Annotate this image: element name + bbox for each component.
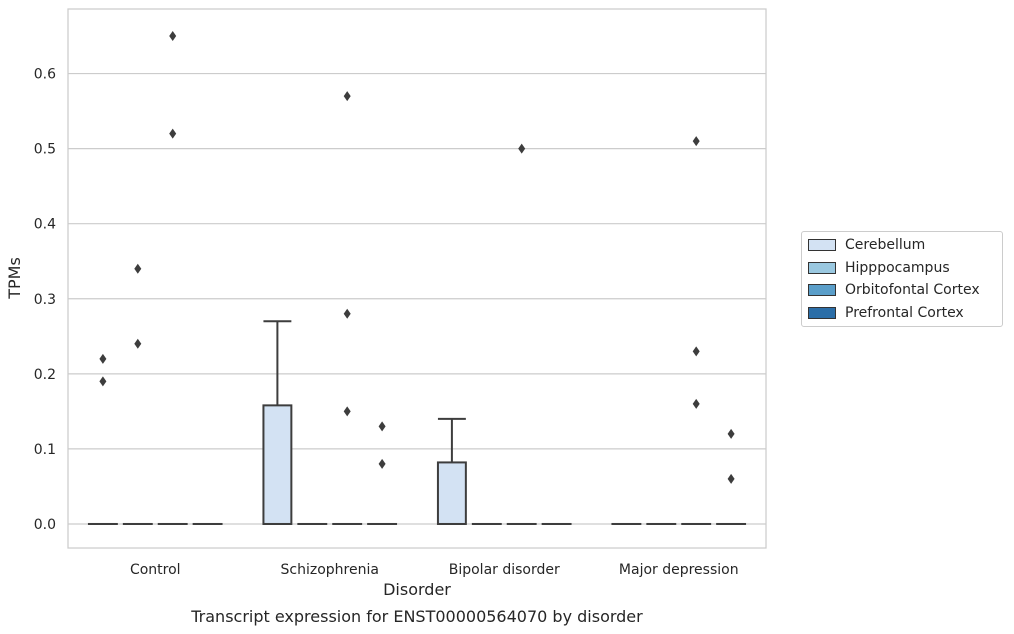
outlier-point [99, 353, 107, 364]
legend: Cerebellum Hipppocampus Orbitofontal Cor… [801, 231, 1003, 327]
legend-swatch [808, 239, 836, 251]
outlier-point [343, 91, 351, 102]
box-body [436, 461, 467, 525]
outlier-point [99, 376, 107, 387]
y-tick-label: 0.2 [34, 367, 56, 383]
box-layer [87, 320, 747, 525]
y-tick-label: 0.6 [34, 67, 56, 83]
y-tick-label: 0.0 [34, 517, 56, 533]
x-tick-label: Major depression [619, 562, 739, 578]
outlier-point [343, 406, 351, 417]
outlier-point [727, 473, 735, 484]
legend-item-cerebellum: Cerebellum [808, 236, 925, 254]
outlier-point [378, 421, 386, 432]
x-tick-labels: Control Schizophrenia Bipolar disorder Majo… [130, 562, 739, 578]
outlier-point [727, 428, 735, 439]
legend-label: Cerebellum [845, 237, 926, 253]
y-tick-label: 0.1 [34, 442, 56, 458]
legend-label: Orbitofontal Cortex [845, 282, 980, 298]
plot-area [68, 9, 766, 548]
chart-title: Transcript expression for ENST0000056407… [191, 607, 643, 626]
outlier-point [343, 308, 351, 319]
legend-swatch [808, 262, 836, 274]
box-body [262, 404, 293, 525]
outlier-point [169, 128, 177, 139]
outlier-point [518, 143, 526, 154]
y-tick-label: 0.5 [34, 142, 56, 158]
outlier-point [692, 398, 700, 409]
y-tick-label: 0.4 [34, 217, 56, 233]
outlier-point [134, 338, 142, 349]
legend-item-hippocampus: Hipppocampus [808, 259, 950, 277]
legend-label: Prefrontal Cortex [845, 305, 964, 321]
plot-frame [67, 8, 767, 549]
outlier-point [169, 31, 177, 42]
y-axis-label: TPMs [5, 257, 24, 300]
outlier-point [378, 458, 386, 469]
legend-label: Hipppocampus [845, 260, 950, 276]
x-tick-label: Schizophrenia [281, 562, 379, 578]
x-axis-label: Disorder [383, 580, 451, 599]
outlier-point [134, 263, 142, 274]
x-tick-label: Bipolar disorder [449, 562, 560, 578]
outlier-layer [99, 31, 735, 484]
legend-swatch [808, 307, 836, 319]
outlier-point [692, 136, 700, 147]
legend-item-orbitofrontal-cortex: Orbitofontal Cortex [808, 281, 980, 299]
x-tick-label: Control [130, 562, 181, 578]
legend-item-prefrontal-cortex: Prefrontal Cortex [808, 304, 964, 322]
y-tick-label: 0.3 [34, 292, 56, 308]
legend-swatch [808, 284, 836, 296]
y-tick-labels: 0.0 0.1 0.2 0.3 0.4 0.5 0.6 [34, 67, 56, 533]
outlier-point [692, 346, 700, 357]
